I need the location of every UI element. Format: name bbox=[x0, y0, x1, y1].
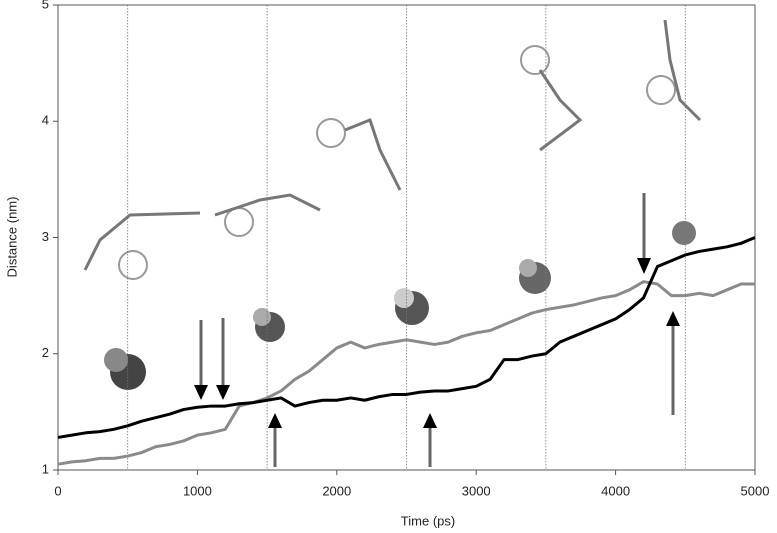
highlight-circle bbox=[316, 118, 346, 148]
x-tick-label: 5000 bbox=[741, 483, 770, 498]
y-tick-label: 5 bbox=[42, 0, 49, 11]
y-axis-label: Distance (nm) bbox=[4, 197, 19, 278]
y-tick-label: 4 bbox=[42, 113, 49, 128]
highlight-circle bbox=[118, 250, 148, 280]
highlight-circle bbox=[646, 75, 676, 105]
x-tick-label: 3000 bbox=[462, 483, 491, 498]
data-line bbox=[57, 236, 756, 439]
data-line bbox=[57, 280, 755, 466]
y-tick-label: 3 bbox=[42, 229, 49, 244]
molecule-sphere bbox=[104, 221, 696, 390]
x-tick-label: 1000 bbox=[183, 483, 212, 498]
x-axis-label: Time (ps) bbox=[401, 513, 455, 528]
highlight-circle bbox=[224, 207, 254, 237]
x-tick-label: 0 bbox=[54, 483, 61, 498]
illustrations bbox=[83, 19, 702, 390]
arrows bbox=[194, 193, 680, 467]
molecule-stick bbox=[83, 19, 702, 271]
x-tick-label: 2000 bbox=[322, 483, 351, 498]
highlight-circle bbox=[520, 45, 550, 75]
y-tick-label: 2 bbox=[42, 345, 49, 360]
x-tick-label: 4000 bbox=[601, 483, 630, 498]
y-tick-label: 1 bbox=[42, 461, 49, 476]
